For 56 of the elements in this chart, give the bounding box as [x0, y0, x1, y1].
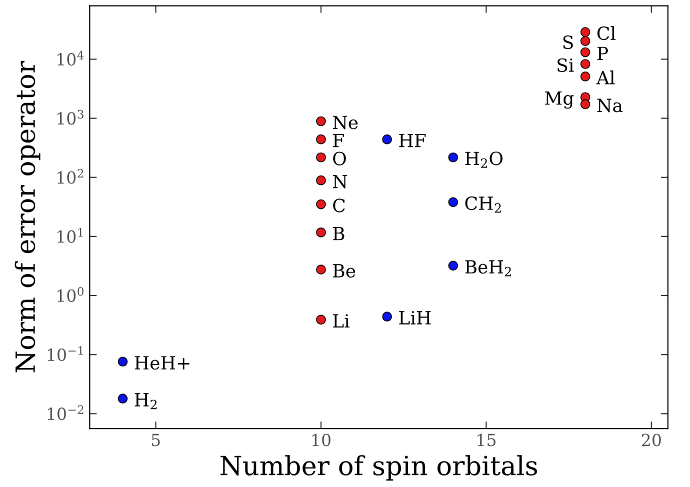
annotation: N: [332, 174, 348, 188]
annotation: Mg: [545, 91, 574, 109]
annotation: Be: [333, 264, 356, 278]
annotation: LiH: [399, 311, 431, 324]
point: [316, 199, 326, 210]
point: [316, 152, 326, 162]
y-tick-label: 10$^{−1}$: [48, 346, 83, 362]
point: [118, 356, 128, 367]
point: [316, 264, 326, 274]
annotation: P: [597, 46, 608, 60]
y-tick-label: 10$^{1}$: [58, 228, 83, 243]
annotation: Li: [333, 314, 350, 328]
annotation: CH$_{2}$: [465, 196, 501, 213]
point: [316, 175, 326, 186]
y-tick-label: 10$^{2}$: [58, 168, 84, 184]
point: [448, 152, 458, 162]
point: [580, 72, 590, 82]
x-tick-label: 15: [478, 434, 496, 446]
annotation: O: [333, 152, 346, 166]
annotation: Ne: [332, 116, 358, 130]
annotation: B: [333, 227, 344, 240]
annotation: H$_{2}$O: [465, 152, 502, 168]
point: [118, 394, 128, 404]
annotation: Si: [558, 58, 574, 72]
point: [580, 59, 590, 69]
annotation: Na: [597, 98, 622, 112]
point: [448, 260, 458, 271]
point: [580, 36, 590, 46]
point: [382, 134, 392, 144]
point: [382, 312, 392, 322]
annotation: F: [333, 134, 344, 148]
annotation: BeH$_{2}$: [465, 260, 511, 276]
annotation: HF: [399, 134, 426, 148]
y-tick-label: 10$^{0}$: [58, 287, 84, 302]
x-tick-label: 5: [152, 434, 160, 446]
point: [448, 197, 458, 208]
point: [316, 227, 326, 238]
point: [580, 27, 590, 37]
point: [580, 99, 590, 110]
annotation: Cl: [597, 26, 616, 40]
x-axis-title: Number of spin orbitals: [220, 455, 537, 481]
annotation: H$_{2}$: [134, 393, 157, 410]
annotation: S: [563, 35, 573, 50]
y-tick-label: 10$^{−2}$: [48, 405, 84, 420]
y-tick-label: 10$^{3}$: [58, 110, 84, 125]
point: [316, 116, 326, 126]
point: [316, 314, 326, 325]
point: [580, 47, 590, 58]
point: [316, 134, 326, 144]
x-tick-label: 10: [312, 434, 330, 446]
y-tick-label: 10$^{4}$: [58, 50, 84, 66]
x-tick-label: 20: [642, 434, 661, 446]
annotation: C: [333, 198, 345, 212]
y-axis-title: Norm of error operator: [14, 60, 40, 372]
annotation: HeH+: [134, 356, 190, 370]
annotation: Al: [596, 70, 615, 84]
